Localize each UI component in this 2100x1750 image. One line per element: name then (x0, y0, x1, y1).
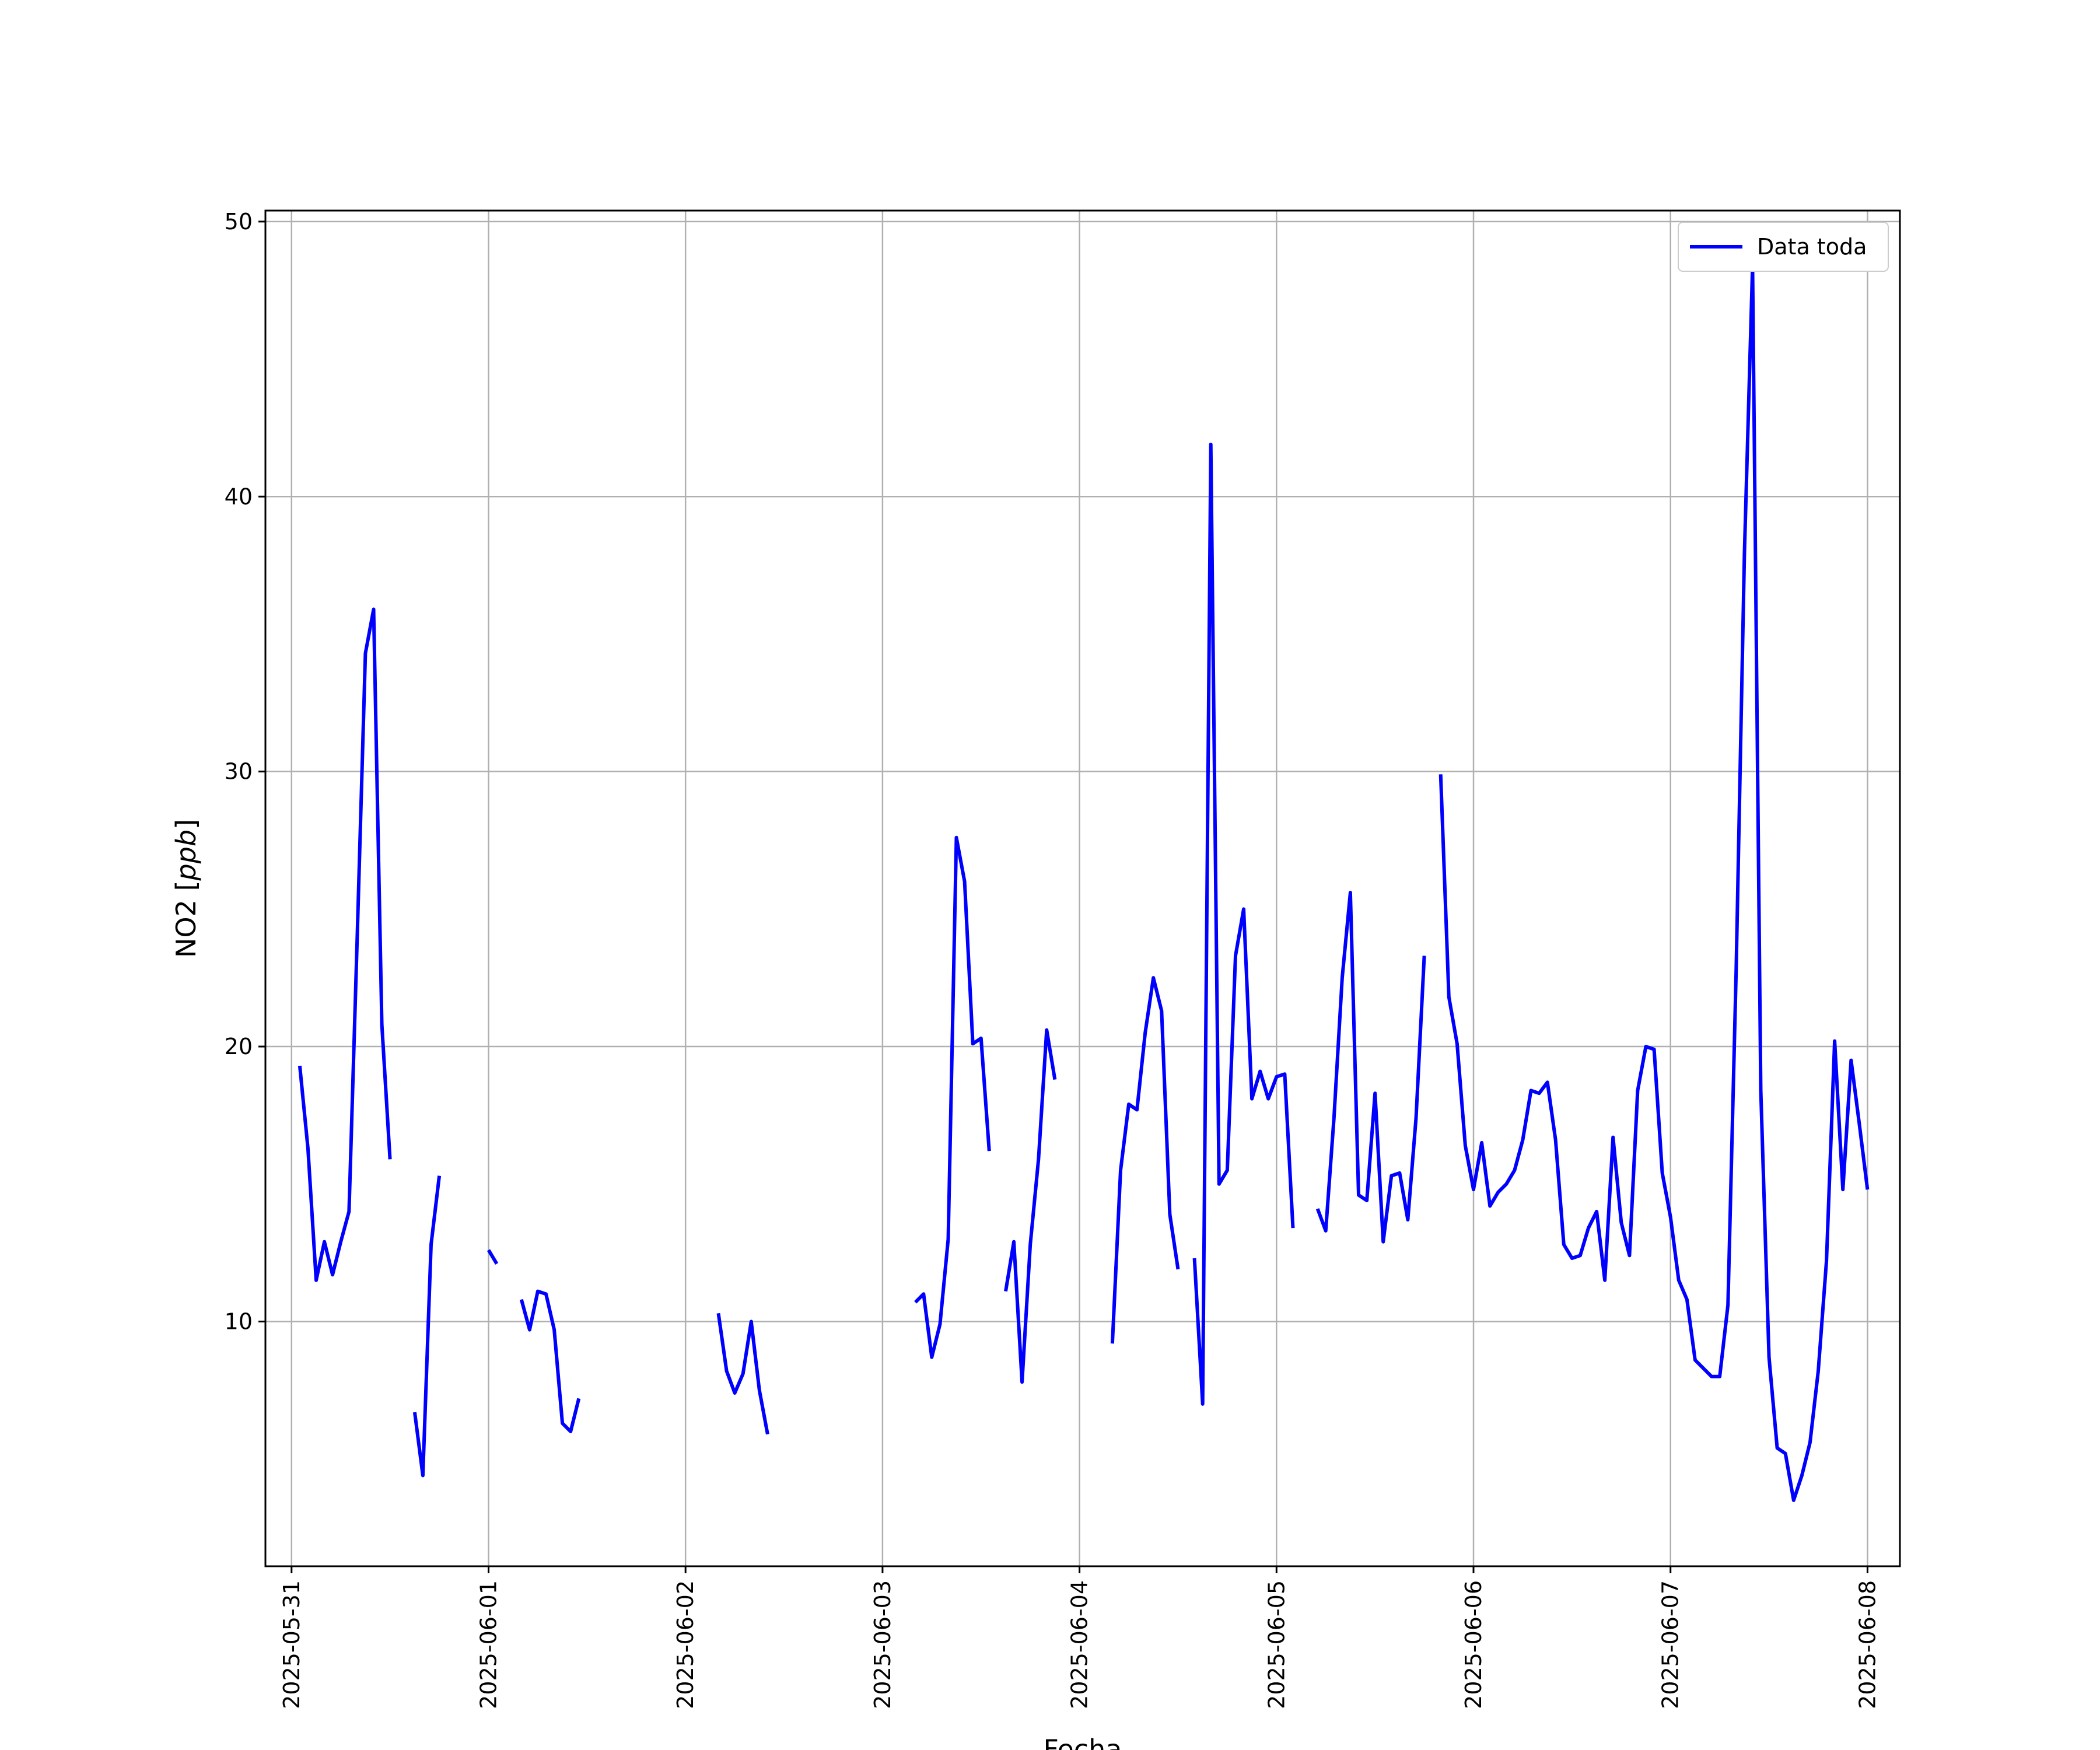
series-line-segment (487, 1249, 499, 1265)
y-axis-title-unit: ppb (170, 830, 202, 881)
y-tick-label: 10 (225, 1308, 253, 1334)
legend-box (1678, 222, 1889, 272)
plot-frame (264, 209, 1901, 1567)
legend-label: Data toda (1757, 234, 1867, 260)
series-line-segment (412, 1175, 442, 1478)
grid (265, 211, 1900, 1566)
x-tick-label: 2025-06-07 (1658, 1580, 1684, 1709)
x-tick-label: 2025-06-05 (1264, 1580, 1289, 1709)
x-tick-label: 2025-06-03 (870, 1580, 895, 1709)
series-line-segment (716, 1312, 769, 1435)
series-line-segment (914, 835, 991, 1359)
x-tick-label: 2025-06-01 (475, 1580, 501, 1709)
series-line-segment (1004, 1028, 1057, 1384)
series-line-segment (519, 1289, 581, 1433)
series-line-segment (298, 607, 392, 1282)
y-axis-title-main: NO2 [ (170, 881, 202, 958)
x-tick-label: 2025-05-31 (279, 1580, 304, 1709)
series-layer (298, 264, 1870, 1502)
series-line-segment (1110, 976, 1180, 1344)
y-axis-title-end: ] (170, 819, 202, 830)
axis-ticks: 2025-05-31 2025-06-01 2025-06-02 2025-06-03… (225, 209, 1881, 1709)
x-axis-title: Fecha (1044, 1734, 1122, 1750)
series-line-segment (1438, 264, 1870, 1502)
series-line-segment (1192, 442, 1295, 1406)
legend: Data toda (1678, 222, 1889, 272)
x-tick-label: 2025-06-06 (1461, 1580, 1486, 1709)
y-tick-label: 50 (225, 209, 253, 235)
y-tick-label: 40 (225, 484, 253, 509)
x-tick-label: 2025-06-08 (1854, 1580, 1880, 1709)
y-tick-label: 30 (225, 759, 253, 785)
series-line-segment (1315, 891, 1426, 1244)
y-tick-label: 20 (225, 1034, 253, 1059)
x-tick-label: 2025-06-02 (673, 1580, 698, 1709)
y-axis-title: NO2 [ppb] (170, 819, 202, 958)
x-tick-label: 2025-06-04 (1067, 1580, 1093, 1709)
